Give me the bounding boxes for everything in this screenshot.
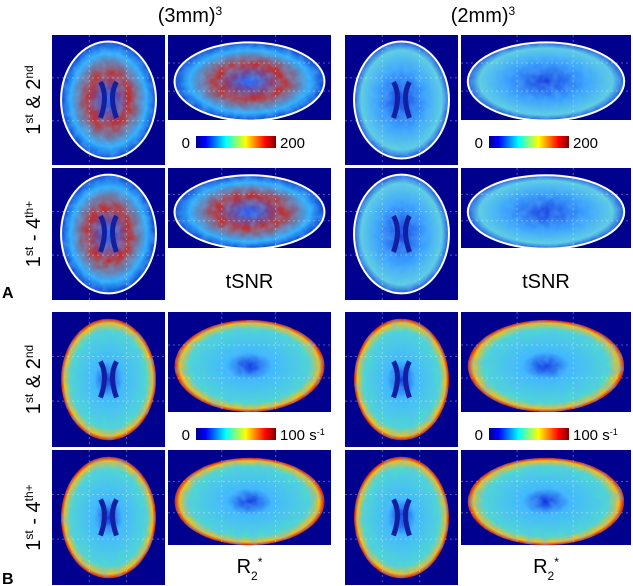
column-header-part: (3mm) xyxy=(158,5,216,27)
column-header: (2mm)3 xyxy=(451,4,516,27)
texture xyxy=(467,320,625,412)
colorbar-min-part: 0 xyxy=(475,135,483,152)
measure-label: R2* xyxy=(533,555,559,583)
colorbar-min-part: 0 xyxy=(182,427,190,444)
measure-label-part: R xyxy=(533,556,547,578)
measure-label: tSNR xyxy=(226,271,274,293)
texture xyxy=(354,41,449,159)
measure-label-part: tSNR xyxy=(522,271,570,293)
row-label-part: 1 xyxy=(23,403,45,414)
ventricles xyxy=(98,214,119,253)
ventricles xyxy=(391,80,412,119)
colorbar-min: 0 xyxy=(182,427,190,444)
row-label-part: 1 xyxy=(23,124,45,135)
row-label-part: st xyxy=(22,114,36,124)
panel-letter: A xyxy=(2,285,14,302)
colorbar xyxy=(196,428,276,440)
texture xyxy=(467,175,625,248)
ventricles xyxy=(391,360,412,399)
row-label-part: th+ xyxy=(22,201,36,218)
measure-label-part: 2 xyxy=(548,569,555,583)
colorbar-min: 0 xyxy=(475,135,483,152)
colorbar-max: 200 xyxy=(573,135,598,152)
texture xyxy=(174,457,325,545)
row-label-part: th+ xyxy=(22,484,36,501)
colorbar-min-part: 0 xyxy=(182,135,190,152)
column-header: (3mm)3 xyxy=(158,4,223,27)
colorbar-max: 200 xyxy=(280,135,305,152)
colorbar-max-part: -1 xyxy=(610,427,618,437)
colorbar xyxy=(489,428,569,440)
measure-label-part: * xyxy=(258,555,263,569)
outline xyxy=(60,40,157,160)
panel-letter: B xyxy=(2,571,14,586)
row-label-part: st xyxy=(22,393,36,403)
outline xyxy=(173,41,326,122)
colorbar-max: 100 s-1 xyxy=(280,427,325,444)
outline xyxy=(353,40,450,160)
row-label: 1st - 4th+ xyxy=(22,484,45,550)
ventricles xyxy=(98,498,119,537)
ventricles xyxy=(391,214,412,253)
texture xyxy=(61,318,156,441)
row-label-part: 1 xyxy=(23,256,45,267)
column-header-part: 3 xyxy=(216,4,223,18)
row-label: 1st - 4th+ xyxy=(22,201,45,267)
colorbar-min: 0 xyxy=(475,427,483,444)
measure-label-part: tSNR xyxy=(226,271,274,293)
texture xyxy=(467,42,625,120)
texture xyxy=(354,456,449,579)
ventricles xyxy=(98,360,119,399)
row-label-part: st xyxy=(22,530,36,540)
outline xyxy=(173,174,326,250)
row-label: 1st & 2nd xyxy=(22,65,45,134)
row-label-part: & 2 xyxy=(23,358,45,394)
column-header-part: 3 xyxy=(509,4,516,18)
outline xyxy=(60,173,157,295)
texture xyxy=(354,318,449,441)
row-label-part: st xyxy=(22,246,36,256)
colorbar-max-part: 100 s xyxy=(280,427,317,444)
outline xyxy=(353,173,450,295)
colorbar-max: 100 s-1 xyxy=(573,427,618,444)
colorbar-min: 0 xyxy=(182,135,190,152)
ventricles xyxy=(391,498,412,537)
texture xyxy=(174,320,325,412)
measure-label-part: * xyxy=(554,555,559,569)
outline xyxy=(466,174,626,250)
texture xyxy=(61,41,156,159)
row-label-part: - 4 xyxy=(23,501,45,530)
texture xyxy=(467,457,625,545)
row-label-part: nd xyxy=(22,65,36,78)
column-header-part: (2mm) xyxy=(451,5,509,27)
texture xyxy=(61,456,156,579)
row-label-part: - 4 xyxy=(23,218,45,247)
row-label-part: & 2 xyxy=(23,79,45,115)
colorbar-max-part: -1 xyxy=(317,427,325,437)
row-label-part: nd xyxy=(22,345,36,358)
outline xyxy=(466,41,626,122)
measure-label: R2* xyxy=(237,555,263,583)
measure-label: tSNR xyxy=(522,271,570,293)
colorbar-max-part: 200 xyxy=(280,135,305,152)
texture xyxy=(174,42,325,120)
colorbar xyxy=(196,136,276,148)
ventricles xyxy=(98,80,119,119)
measure-label-part: 2 xyxy=(251,569,258,583)
texture xyxy=(174,175,325,248)
colorbar-max-part: 100 s xyxy=(573,427,610,444)
measure-label-part: R xyxy=(237,556,251,578)
row-label: 1st & 2nd xyxy=(22,345,45,414)
texture xyxy=(354,174,449,294)
colorbar-min-part: 0 xyxy=(475,427,483,444)
colorbar-max-part: 200 xyxy=(573,135,598,152)
texture xyxy=(61,174,156,294)
colorbar xyxy=(489,136,569,148)
row-label-part: 1 xyxy=(23,540,45,551)
